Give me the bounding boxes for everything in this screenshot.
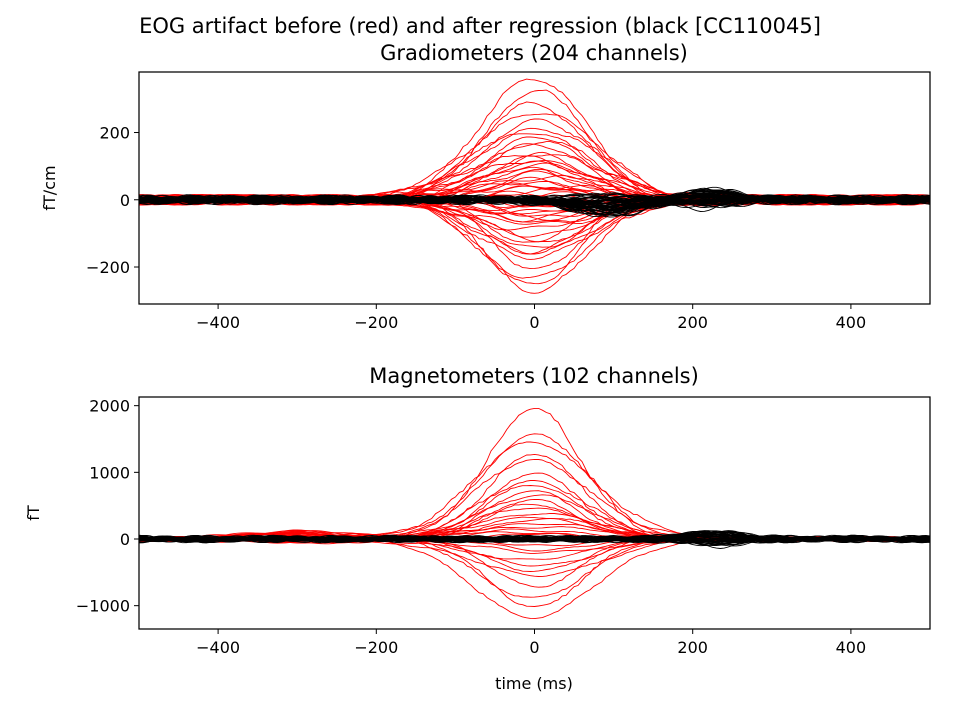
magnetometers-before-trace — [139, 441, 930, 542]
magnetometers-after-trace — [139, 534, 930, 544]
magnetometers-x-label: time (ms) — [495, 674, 573, 693]
gradiometers-y-axis: −200 0 200 — [86, 124, 139, 277]
magnetometers-plot-area — [139, 407, 930, 620]
gradiometers-before-trace — [139, 127, 930, 206]
magnetometers-title: Magnetometers (102 channels) — [369, 364, 699, 388]
gradiometers-x-tick-label: 0 — [529, 313, 539, 332]
magnetometers-y-tick-label: 2000 — [89, 397, 130, 416]
magnetometers-before-trace — [139, 453, 930, 544]
magnetometers-x-tick-label: 400 — [836, 638, 867, 657]
gradiometers-after-trace — [139, 189, 930, 210]
gradiometers-y-label: fT/cm — [40, 165, 59, 210]
gradiometers-title: Gradiometers (204 channels) — [380, 41, 688, 65]
magnetometers-x-axis: −400 −200 0 200 400 — [196, 629, 866, 657]
magnetometers-y-tick-label: −1000 — [76, 597, 130, 616]
gradiometers-x-tick-label: 400 — [836, 313, 867, 332]
gradiometers-y-tick-label: 0 — [120, 191, 130, 210]
magnetometers-before-trace — [139, 480, 930, 543]
gradiometers-after-trace — [139, 194, 930, 208]
gradiometers-x-axis: −400 −200 0 200 400 — [196, 304, 866, 332]
gradiometers-plot-area — [139, 78, 930, 294]
gradiometers-y-tick-label: −200 — [86, 258, 130, 277]
gradiometers-y-tick-label: 200 — [99, 124, 130, 143]
magnetometers-after-trace — [139, 530, 930, 543]
magnetometers-x-tick-label: 200 — [677, 638, 708, 657]
gradiometers-x-tick-label: −400 — [196, 313, 240, 332]
magnetometers-before-trace — [139, 536, 930, 588]
gradiometers-x-tick-label: −200 — [354, 313, 398, 332]
gradiometers-axes: Gradiometers (204 channels) −400 −200 0 200… — [40, 41, 931, 332]
gradiometers-before-trace — [139, 89, 930, 206]
magnetometers-before-trace — [139, 535, 930, 598]
gradiometers-before-trace — [139, 78, 930, 206]
gradiometers-frame — [138, 71, 931, 305]
magnetometers-y-tick-label: 0 — [120, 530, 130, 549]
figure-suptitle: EOG artifact before (red) and after regr… — [139, 14, 821, 38]
magnetometers-x-tick-label: 0 — [529, 638, 539, 657]
magnetometers-x-tick-label: −200 — [354, 638, 398, 657]
magnetometers-y-tick-label: 1000 — [89, 463, 130, 482]
gradiometers-before-trace — [139, 194, 930, 285]
gradiometers-x-tick-label: 200 — [677, 313, 708, 332]
magnetometers-before-trace — [139, 458, 930, 543]
magnetometers-before-trace — [139, 433, 930, 542]
magnetometers-x-tick-label: −400 — [196, 638, 240, 657]
gradiometers-traces — [139, 78, 930, 294]
gradiometers-after-trace — [139, 194, 930, 216]
magnetometers-axes: Magnetometers (102 channels) −400 −200 0 20… — [24, 364, 931, 693]
magnetometers-y-axis: −1000 0 1000 2000 — [76, 397, 139, 616]
magnetometers-y-label: fT — [24, 505, 43, 521]
magnetometers-before-trace — [139, 407, 930, 543]
magnetometers-traces — [139, 407, 930, 620]
magnetometers-frame — [138, 396, 931, 630]
